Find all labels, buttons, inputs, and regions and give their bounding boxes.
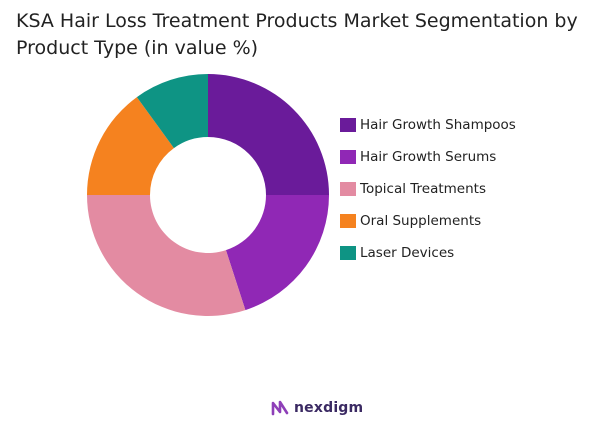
slices-group — [87, 74, 329, 317]
legend-label: Hair Growth Shampoos — [360, 117, 516, 133]
legend-swatch — [340, 118, 356, 132]
slice-laser-devices — [136, 74, 208, 149]
slice-oral-supplements — [87, 97, 174, 195]
brand-name: nexdigm — [294, 400, 364, 416]
legend-swatch — [340, 214, 356, 228]
slice-hair-growth-serums — [225, 195, 329, 311]
legend-label: Oral Supplements — [360, 213, 482, 229]
brand-logo: nexdigm — [271, 399, 363, 417]
legend-swatch — [340, 246, 356, 260]
legend-item: Laser Devices — [340, 242, 516, 264]
legend-label: Topical Treatments — [360, 181, 486, 197]
legend-item: Hair Growth Serums — [340, 146, 516, 168]
legend-swatch — [340, 182, 356, 196]
chart-title: KSA Hair Loss Treatment Products Market … — [16, 10, 578, 59]
legend-item: Hair Growth Shampoos — [340, 114, 516, 136]
slice-topical-treatments — [87, 195, 246, 317]
legend-item: Oral Supplements — [340, 210, 516, 232]
legend-label: Laser Devices — [360, 245, 455, 261]
legend-swatch — [340, 150, 356, 164]
legend-item: Topical Treatments — [340, 178, 516, 200]
nexdigm-logo-icon — [271, 400, 289, 416]
chart-legend: Hair Growth Shampoos Hair Growth Serums To… — [340, 114, 516, 274]
legend-label: Hair Growth Serums — [360, 149, 497, 165]
slice-hair-growth-shampoos — [208, 74, 329, 195]
